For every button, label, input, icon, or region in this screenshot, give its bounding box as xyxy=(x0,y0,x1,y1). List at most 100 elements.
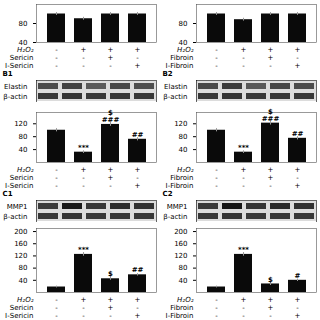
svg-text:H₂O₂: H₂O₂ xyxy=(17,296,34,304)
svg-text:$###: $### xyxy=(102,109,120,124)
svg-text:+: + xyxy=(108,296,114,304)
svg-text:H₂O₂: H₂O₂ xyxy=(177,296,194,304)
svg-text:+: + xyxy=(241,166,247,174)
svg-text:120: 120 xyxy=(14,120,27,128)
svg-text:+: + xyxy=(295,296,301,304)
svg-text:80: 80 xyxy=(19,133,28,141)
svg-text:Fibroin: Fibroin xyxy=(170,54,193,62)
svg-text:-: - xyxy=(55,304,58,312)
svg-text:+: + xyxy=(295,46,301,54)
svg-text:MMP1: MMP1 xyxy=(167,203,188,211)
svg-text:Fibroin: Fibroin xyxy=(170,304,193,312)
svg-text:-: - xyxy=(215,296,218,304)
svg-text:$###: $### xyxy=(262,108,280,123)
svg-text:-: - xyxy=(82,54,85,62)
svg-text:80: 80 xyxy=(19,264,28,272)
svg-text:+: + xyxy=(135,62,141,70)
svg-text:-: - xyxy=(242,62,245,70)
svg-text:-: - xyxy=(136,304,139,312)
svg-text:+: + xyxy=(135,166,141,174)
svg-text:-: - xyxy=(215,182,218,190)
svg-text:Sericin: Sericin xyxy=(10,174,34,182)
svg-text:-: - xyxy=(296,304,299,312)
svg-text:-: - xyxy=(242,182,245,190)
svg-text:-: - xyxy=(109,182,112,190)
svg-text:-: - xyxy=(269,182,272,190)
svg-text:-: - xyxy=(269,312,272,320)
svg-text:+: + xyxy=(108,304,114,312)
svg-text:H₂O₂: H₂O₂ xyxy=(177,166,194,174)
svg-text:+: + xyxy=(268,46,274,54)
svg-text:B1: B1 xyxy=(3,70,13,78)
svg-text:***: *** xyxy=(238,144,249,152)
svg-text:+: + xyxy=(108,174,114,182)
svg-text:Sericin: Sericin xyxy=(10,54,34,62)
svg-text:-: - xyxy=(215,174,218,182)
svg-text:C2: C2 xyxy=(163,190,173,198)
svg-text:***: *** xyxy=(78,144,89,152)
svg-text:***: *** xyxy=(238,246,249,254)
svg-text:β-actin: β-actin xyxy=(163,213,187,221)
svg-text:+: + xyxy=(81,46,87,54)
svg-text:-: - xyxy=(136,174,139,182)
svg-text:+: + xyxy=(135,296,141,304)
svg-text:-: - xyxy=(296,174,299,182)
svg-text:40: 40 xyxy=(19,146,28,154)
svg-text:H₂O₂: H₂O₂ xyxy=(177,46,194,54)
svg-text:+: + xyxy=(295,182,301,190)
svg-text:120: 120 xyxy=(174,120,187,128)
svg-text:##: ## xyxy=(132,266,144,274)
svg-text:+: + xyxy=(108,166,114,174)
svg-text:200: 200 xyxy=(14,228,27,236)
svg-text:I-Fibroin: I-Fibroin xyxy=(166,62,194,70)
svg-text:Elastin: Elastin xyxy=(4,83,27,91)
svg-text:+: + xyxy=(295,312,301,320)
svg-text:-: - xyxy=(109,312,112,320)
svg-text:-: - xyxy=(215,304,218,312)
svg-text:-: - xyxy=(215,62,218,70)
svg-text:120: 120 xyxy=(174,252,187,260)
svg-text:+: + xyxy=(268,304,274,312)
svg-text:$: $ xyxy=(108,270,113,278)
svg-text:160: 160 xyxy=(14,240,27,248)
svg-text:-: - xyxy=(55,62,58,70)
svg-text:+: + xyxy=(135,312,141,320)
svg-text:#: # xyxy=(295,272,301,280)
svg-text:-: - xyxy=(82,174,85,182)
svg-text:Elastin: Elastin xyxy=(164,83,187,91)
svg-text:+: + xyxy=(81,296,87,304)
svg-text:I-Fibroin: I-Fibroin xyxy=(166,182,194,190)
svg-text:I-Sericin: I-Sericin xyxy=(5,62,33,70)
svg-text:B2: B2 xyxy=(163,70,173,78)
svg-text:Fibroin: Fibroin xyxy=(170,174,193,182)
svg-text:-: - xyxy=(269,62,272,70)
svg-text:-: - xyxy=(242,312,245,320)
svg-text:-: - xyxy=(109,62,112,70)
svg-text:##: ## xyxy=(132,131,144,139)
svg-text:+: + xyxy=(135,46,141,54)
svg-text:-: - xyxy=(55,174,58,182)
svg-text:-: - xyxy=(82,62,85,70)
svg-text:40: 40 xyxy=(179,146,188,154)
svg-text:+: + xyxy=(268,296,274,304)
svg-text:I-Fibroin: I-Fibroin xyxy=(166,312,194,320)
svg-text:80: 80 xyxy=(179,264,188,272)
svg-text:+: + xyxy=(108,54,114,62)
svg-text:$: $ xyxy=(268,276,273,284)
svg-text:β-actin: β-actin xyxy=(3,213,27,221)
svg-text:-: - xyxy=(55,46,58,54)
svg-text:-: - xyxy=(55,182,58,190)
svg-text:-: - xyxy=(242,174,245,182)
svg-text:40: 40 xyxy=(179,277,188,285)
svg-text:MMP1: MMP1 xyxy=(7,203,28,211)
svg-text:+: + xyxy=(268,166,274,174)
svg-text:β-actin: β-actin xyxy=(3,93,27,101)
svg-text:-: - xyxy=(136,54,139,62)
svg-text:+: + xyxy=(135,182,141,190)
svg-text:-: - xyxy=(215,166,218,174)
svg-text:-: - xyxy=(82,304,85,312)
svg-text:+: + xyxy=(241,46,247,54)
svg-text:***: *** xyxy=(78,246,89,254)
svg-text:80: 80 xyxy=(179,133,188,141)
svg-text:-: - xyxy=(296,54,299,62)
